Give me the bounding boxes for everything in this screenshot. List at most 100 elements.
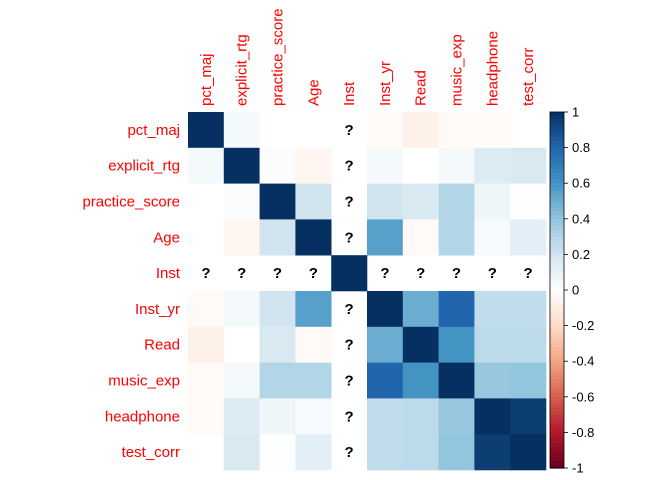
legend-color-step [550,126,564,131]
legend-color-step [550,389,564,394]
legend-tick-label: 0.2 [572,247,590,262]
heatmap-cell-Read-Age [295,326,332,363]
legend-color-step [550,450,564,455]
heatmap-cell-Inst_yr-explicit_rtg [223,291,260,328]
heatmap-cell-headphone-explicit_rtg [223,398,260,435]
column-label: Inst_yr [377,61,394,106]
legend-color-step [550,115,564,120]
legend-tick-label: -1 [572,461,584,476]
column-label: pct_maj [198,53,215,106]
heatmap-cell-Inst_yr-Read [402,291,439,328]
legend-color-step [550,233,564,238]
legend-color-step [550,236,564,241]
row-label: practice_score [82,194,180,211]
heatmap-cell-pct_maj-Read [402,112,439,149]
row-label: music_exp [108,373,180,390]
legend-color-step [550,435,564,441]
heatmap-cell-pct_maj-Age [295,112,332,149]
legend-color-step [550,272,564,277]
legend-color-step [550,257,564,263]
heatmap-cell-music_exp-practice_score [259,362,296,399]
heatmap-cell-music_exp-Inst_yr [367,362,404,399]
heatmap-cell-test_corr-music_exp [438,434,475,471]
heatmap-cell-music_exp-Age [295,362,332,399]
legend-color-step [550,350,564,355]
heatmap-cell-explicit_rtg-explicit_rtg [223,147,260,184]
heatmap-cell-test_corr-Read [402,434,439,471]
heatmap-cell-headphone-Age [295,398,332,435]
legend-color-step [550,119,564,124]
legend-color-step [550,193,564,199]
legend-color-step [550,375,564,380]
legend-color-step [550,432,564,437]
legend-color-step [550,282,564,288]
legend-color-step [550,304,564,309]
legend-color-step [550,211,564,216]
missing-value-mark: ? [345,122,354,139]
heatmap-cell-explicit_rtg-pct_maj [188,147,225,184]
row-label: Age [153,229,180,246]
legend-color-step [550,311,564,316]
heatmap-cell-pct_maj-Inst_yr [367,112,404,149]
heatmap-cell-music_exp-explicit_rtg [223,362,260,399]
legend-color-step [550,428,564,433]
heatmap-cell-explicit_rtg-practice_score [259,147,296,184]
heatmap-cell-explicit_rtg-Age [295,147,332,184]
legend-tick-label: -0.8 [572,425,594,440]
legend-color-step [550,290,564,295]
missing-value-mark: ? [345,229,354,246]
legend-color-step [550,286,564,291]
heatmap-cell-test_corr-practice_score [259,434,296,471]
missing-value-mark: ? [345,194,354,211]
heatmap-cell-practice_score-headphone [474,183,511,220]
missing-value-mark: ? [524,265,533,282]
legend-color-step [550,179,564,184]
heatmap-cell-practice_score-pct_maj [188,183,225,220]
legend-color-step [550,457,564,462]
legend-color-step [550,393,564,398]
legend-color-step [550,357,564,362]
legend-color-step [550,443,564,448]
heatmap-cell-Read-test_corr [510,326,547,363]
legend-color-step [550,425,564,430]
legend-color-step [550,332,564,337]
heatmap-cell-music_exp-headphone [474,362,511,399]
heatmap-cell-headphone-Inst_yr [367,398,404,435]
legend-color-step [550,183,564,188]
legend-color-step [550,460,564,466]
heatmap-cell-headphone-Read [402,398,439,435]
legend-color-step [550,411,564,416]
heatmap-cell-Read-pct_maj [188,326,225,363]
row-label: Inst [156,265,181,282]
legend-color-step [550,325,564,330]
legend-color-step [550,161,564,166]
legend-color-step [550,361,564,366]
legend-color-step [550,243,564,248]
legend-color-step [550,254,564,259]
legend-color-step [550,165,564,170]
heatmap-cell-pct_maj-explicit_rtg [223,112,260,149]
legend-color-step [550,268,564,273]
legend-color-step [550,439,564,444]
heatmap-cell-explicit_rtg-Inst_yr [367,147,404,184]
legend-tick-label: 0 [572,283,579,298]
heatmap-cell-headphone-music_exp [438,398,475,435]
missing-value-mark: ? [345,337,354,354]
legend-color-step [550,204,564,209]
legend-color-step [550,336,564,341]
row-label: Inst_yr [135,301,180,318]
legend-color-step [550,396,564,401]
legend-color-step [550,329,564,334]
legend-color-step [550,364,564,369]
heatmap-cell-Inst_yr-Age [295,291,332,328]
missing-value-mark: ? [237,265,246,282]
heatmap-cell-test_corr-Age [295,434,332,471]
heatmap-cell-Read-Read [402,326,439,363]
legend-color-step [550,421,564,426]
legend-color-step [550,240,564,245]
column-label: music_exp [449,34,466,106]
legend-color-step [550,154,564,159]
heatmap-cell-Age-Age [295,219,332,256]
heatmap-cell-headphone-pct_maj [188,398,225,435]
